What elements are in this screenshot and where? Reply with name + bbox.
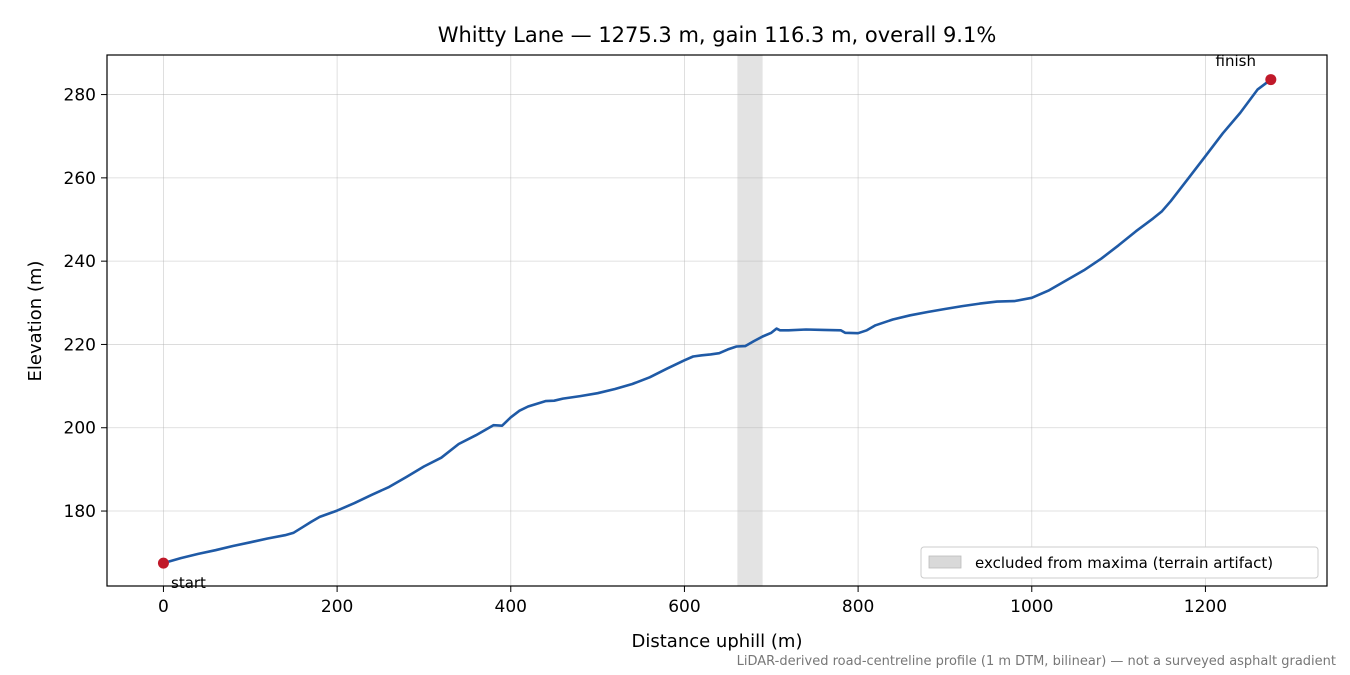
marker-layer: [157, 74, 1277, 569]
x-tick-label: 0: [158, 597, 169, 617]
finish-marker: [1265, 74, 1277, 86]
legend: excluded from maxima (terrain artifact): [920, 546, 1319, 579]
excluded-band: [737, 55, 763, 586]
finish-label: finish: [1216, 52, 1256, 70]
chart-title: Whitty Lane — 1275.3 m, gain 116.3 m, ov…: [438, 23, 997, 47]
start-label: start: [171, 574, 206, 592]
y-tick-label: 220: [64, 335, 96, 355]
tick-layer: 0 200 400 600 800 1000 1200 180 200 220 240 260 280: [64, 86, 1228, 617]
series-layer: [162, 78, 1273, 565]
y-tick-label: 280: [64, 86, 96, 106]
y-tick-label: 200: [64, 419, 96, 439]
x-tick-label: 600: [668, 597, 700, 617]
x-tick-label: 1000: [1010, 597, 1053, 617]
x-tick-label: 1200: [1184, 597, 1227, 617]
y-tick-label: 180: [64, 502, 96, 522]
grid-layer: [107, 55, 1327, 586]
excluded-band-layer: [737, 55, 763, 586]
x-tick-label: 400: [495, 597, 527, 617]
x-tick-label: 800: [842, 597, 874, 617]
start-marker: [157, 557, 169, 569]
x-axis-label: Distance uphill (m): [632, 631, 803, 652]
legend-swatch: [928, 555, 962, 569]
footnote: LiDAR-derived road-centreline profile (1…: [737, 654, 1336, 669]
elevation-series-line: [162, 78, 1273, 565]
y-axis-label: Elevation (m): [25, 261, 46, 382]
legend-label: excluded from maxima (terrain artifact): [975, 554, 1273, 572]
legend-box: [920, 546, 1319, 579]
y-tick-label: 240: [64, 252, 96, 272]
y-tick-label: 260: [64, 169, 96, 189]
plot-frame: [106, 54, 1328, 587]
x-tick-label: 200: [321, 597, 353, 617]
